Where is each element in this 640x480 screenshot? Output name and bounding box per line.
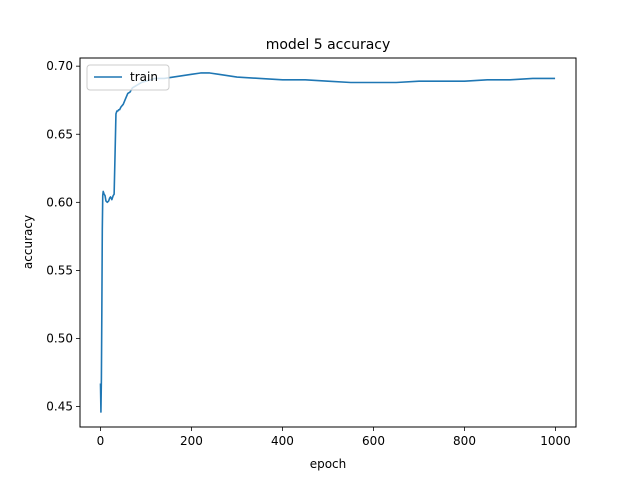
x-axis-label: epoch — [310, 457, 347, 471]
legend: train — [86, 64, 170, 91]
x-axis: 0 200 400 600 800 1000 — [97, 427, 571, 448]
y-axis-label: accuracy — [21, 215, 35, 269]
series-line-train — [99, 72, 556, 413]
y-tick-label: 0.60 — [46, 195, 73, 209]
x-tick-label: 0 — [97, 434, 105, 448]
chart-title: model 5 accuracy — [266, 37, 391, 53]
legend-label-train: train — [130, 70, 158, 84]
y-tick-label: 0.45 — [46, 400, 73, 414]
y-tick-label: 0.70 — [46, 59, 73, 73]
x-tick-label: 800 — [453, 434, 476, 448]
y-tick-label: 0.55 — [46, 263, 73, 277]
y-axis: 0.45 0.50 0.55 0.60 0.65 0.70 — [46, 59, 80, 414]
y-tick-label: 0.65 — [46, 127, 73, 141]
plot-area — [99, 72, 556, 413]
x-tick-label: 200 — [180, 434, 203, 448]
y-tick-label: 0.50 — [46, 331, 73, 345]
x-tick-label: 600 — [362, 434, 385, 448]
plot-frame — [79, 57, 577, 428]
x-tick-label: 400 — [271, 434, 294, 448]
legend-box — [86, 64, 170, 91]
x-tick-label: 1000 — [540, 434, 571, 448]
